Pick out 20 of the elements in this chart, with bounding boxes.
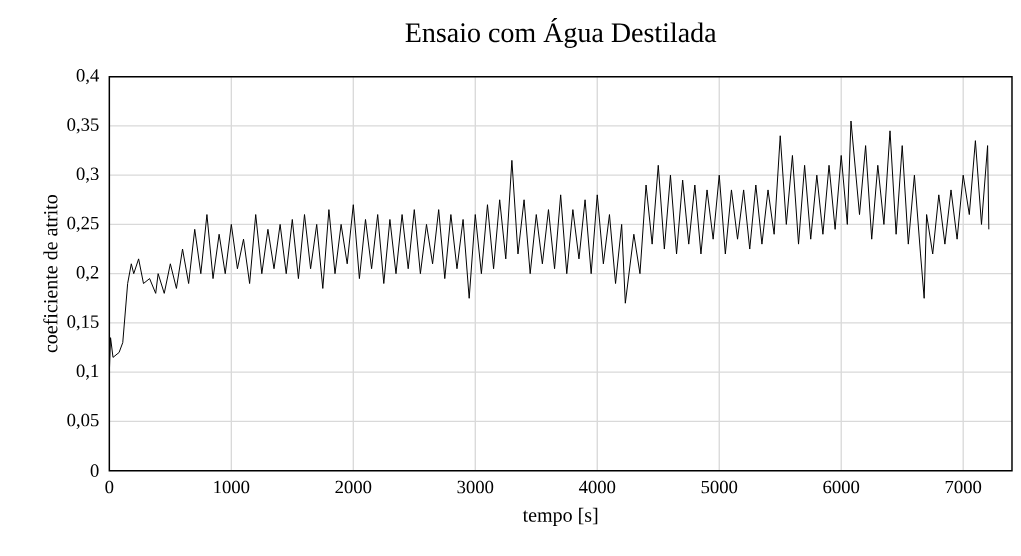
y-tick-label: 0,3 — [76, 167, 99, 183]
x-tick-label: 3000 — [457, 480, 494, 494]
y-tick-label: 0 — [90, 464, 99, 477]
y-tick-label: 0,05 — [67, 413, 99, 430]
y-tick-label: 0,35 — [67, 118, 99, 134]
x-tick-label: 6000 — [823, 480, 860, 494]
x-tick-label: 2000 — [335, 480, 372, 494]
x-tick-label: 4000 — [578, 480, 616, 494]
y-tick-label: 0,25 — [67, 216, 99, 233]
x-tick-label: 0 — [105, 480, 114, 494]
y-tick-label: 0,2 — [76, 266, 99, 282]
y-tick-label: 0,4 — [76, 69, 100, 85]
y-tick-label: 0,1 — [76, 364, 99, 380]
y-axis-title: coeficiente de atrito — [43, 194, 58, 353]
x-tick-label: 7000 — [945, 480, 982, 494]
x-tick-label: 1000 — [214, 480, 250, 494]
chart-title: Ensaio com Água Destilada — [405, 17, 717, 48]
x-axis-title: tempo [s] — [522, 507, 598, 526]
x-tick-label: 5000 — [701, 480, 738, 494]
y-tick-label: 0,15 — [67, 315, 99, 331]
